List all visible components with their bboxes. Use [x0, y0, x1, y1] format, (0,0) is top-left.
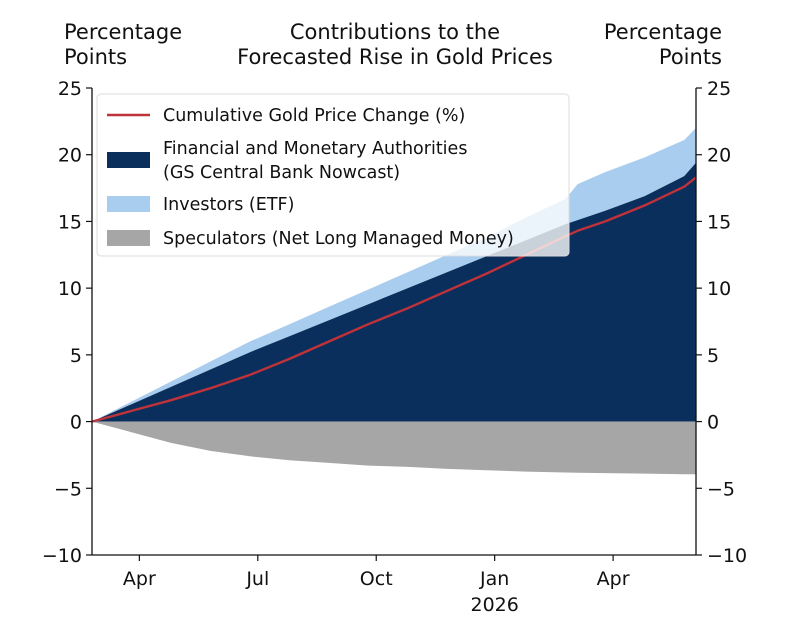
legend-swatch-patch	[107, 196, 150, 212]
x-tick-label: Jan	[479, 568, 509, 590]
speculators-area	[92, 421, 696, 475]
legend-label: Cumulative Gold Price Change (%)	[163, 106, 465, 126]
y-tick-label-right: −5	[707, 478, 735, 500]
legend-box	[96, 93, 570, 257]
y-tick-label-right: 25	[707, 78, 731, 100]
y-tick-label-right: 20	[707, 145, 731, 167]
area-layer	[92, 128, 696, 475]
legend-label: Speculators (Net Long Managed Money)	[163, 229, 514, 249]
y-tick-label-right: 0	[707, 412, 719, 434]
y-tick-label-left: 20	[58, 145, 82, 167]
legend-label: Investors (ETF)	[163, 195, 294, 215]
x-tick-label: Oct	[360, 568, 393, 590]
right-axis-header-line2: Points	[658, 45, 722, 69]
investors-etf-area	[92, 128, 696, 422]
left-axis-header-line2: Points	[64, 45, 128, 69]
financial-authorities-area	[92, 162, 696, 422]
chart-title: Contributions to the Forecasted Rise in …	[200, 20, 590, 70]
chart-title-line2: Forecasted Rise in Gold Prices	[237, 45, 553, 69]
y-tick-label-left: 10	[58, 278, 82, 300]
x-tick-sublabel: 2026	[470, 594, 518, 616]
x-tick-label: Apr	[597, 568, 630, 590]
y-tick-label-right: 5	[707, 345, 719, 367]
y-tick-label-left: 5	[70, 345, 82, 367]
y-tick-label-left: −5	[54, 478, 82, 500]
line-layer	[91, 176, 697, 423]
legend-swatch-patch	[107, 230, 150, 246]
y-tick-label-right: 10	[707, 278, 731, 300]
y-tick-label-left: 25	[58, 78, 82, 100]
left-axis-header: Percentage Points	[64, 20, 182, 70]
legend-swatch-patch	[107, 152, 150, 168]
axes-layer: 25 25 20 20 15 15 10 10 5 5 0 0 −5 −5 −10 −10 Apr Jul Oct J…	[42, 78, 747, 616]
chart-title-line1: Contributions to the	[289, 20, 501, 44]
y-tick-label-left: 0	[70, 412, 82, 434]
legend-label: Financial and Monetary Authorities	[163, 139, 467, 159]
y-tick-label-right: 15	[707, 211, 731, 233]
y-tick-label-right: −10	[707, 545, 747, 567]
right-axis-header: Percentage Points	[604, 20, 722, 70]
y-tick-label-left: 15	[58, 211, 82, 233]
legend-label-line2: (GS Central Bank Nowcast)	[163, 163, 400, 183]
left-axis-header-line1: Percentage	[64, 20, 183, 44]
x-tick-label: Jul	[245, 568, 269, 590]
x-tick-label: Apr	[123, 568, 156, 590]
legend: Cumulative Gold Price Change (%) Financia…	[96, 93, 570, 257]
right-axis-header-line1: Percentage	[603, 20, 722, 44]
y-tick-label-left: −10	[42, 545, 82, 567]
cumulative-price-line	[91, 176, 697, 423]
